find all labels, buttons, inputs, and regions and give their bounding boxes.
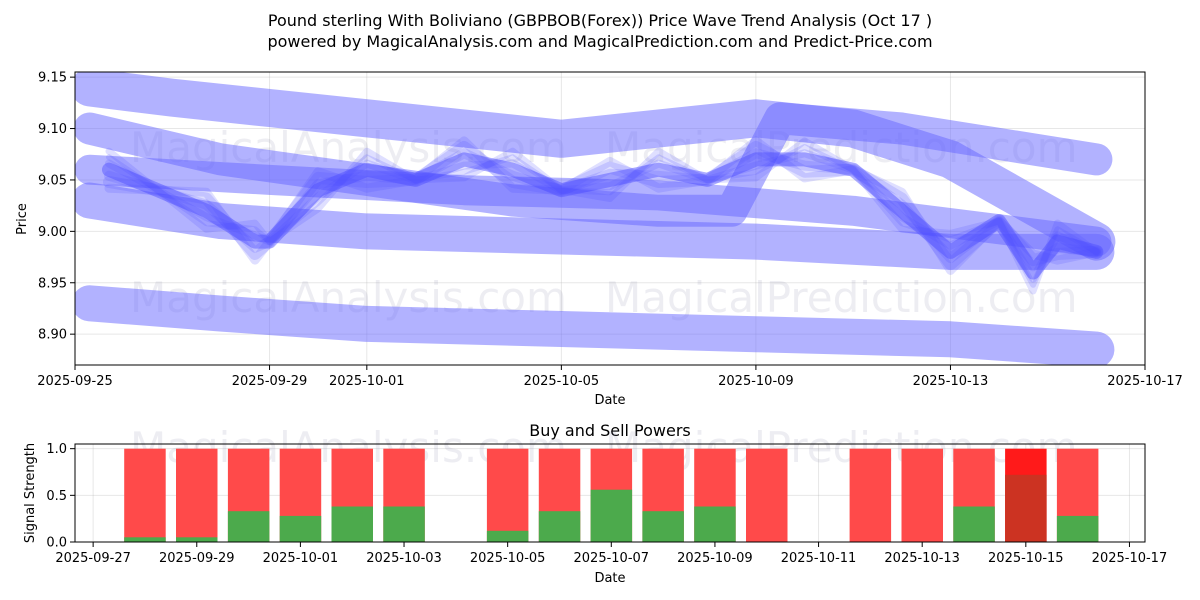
price-y-tick-label: 8.95 — [38, 276, 67, 291]
sell-power-bar — [176, 448, 218, 542]
sell-power-bar — [486, 448, 529, 542]
price-y-tick-label: 9.05 — [38, 173, 67, 188]
buy-power-bar — [383, 506, 425, 542]
buy-power-bar — [590, 489, 633, 542]
price-wave-line — [105, 149, 1101, 283]
chart-subtitle: powered by MagicalAnalysis.com and Magic… — [267, 32, 932, 51]
price-x-ticks: 2025-09-25 2025-09-29 2025-10-01 2025-10-05… — [37, 365, 1183, 389]
watermark-prediction-mid: MagicalPrediction.com — [605, 273, 1078, 322]
buy-power-bar — [694, 506, 736, 542]
signal-x-tick-label: 2025-10-01 — [263, 551, 339, 566]
signal-x-tick-label: 2025-10-15 — [988, 551, 1064, 566]
signal-x-tick-label: 2025-10-03 — [366, 551, 442, 566]
price-x-tick-label: 2025-10-09 — [718, 374, 794, 389]
price-x-axis-label: Date — [594, 393, 625, 408]
price-plot: MagicalAnalysis.com MagicalPrediction.co… — [15, 71, 1183, 408]
signal-y-axis-label: Signal Strength — [23, 443, 38, 543]
buy-power-bar — [953, 506, 995, 542]
signal-x-tick-label: 2025-10-09 — [677, 551, 753, 566]
price-y-tick-label: 9.15 — [38, 71, 67, 86]
price-wave-line — [103, 141, 1103, 271]
trend-bands — [75, 72, 1116, 365]
price-plot-frame — [74, 71, 1146, 366]
price-x-tick-label: 2025-10-01 — [329, 374, 405, 389]
buy-power-bar — [486, 530, 529, 542]
signal-x-tick-label: 2025-10-05 — [470, 551, 546, 566]
signal-plot: Buy and Sell Powers MagicalAnalysis.com … — [23, 421, 1167, 586]
buy-power-bar — [124, 537, 166, 542]
signal-y-tick-label: 0.5 — [46, 489, 67, 504]
price-wave-line — [104, 136, 1101, 275]
price-lines — [102, 136, 1104, 295]
signal-title: Buy and Sell Powers — [529, 421, 691, 440]
price-y-tick-label: 9.10 — [38, 122, 67, 137]
buy-power-bar — [1005, 474, 1047, 542]
price-x-tick-label: 2025-10-05 — [524, 374, 600, 389]
trend-band — [75, 154, 1112, 257]
price-x-tick-label: 2025-09-25 — [37, 374, 113, 389]
signal-x-axis-label: Date — [594, 571, 625, 586]
signal-x-tick-label: 2025-10-11 — [781, 551, 857, 566]
buy-power-bar — [538, 511, 581, 542]
sell-power-bar — [849, 448, 892, 542]
price-series-line — [102, 152, 1104, 280]
price-wave-line — [106, 144, 1100, 288]
signal-y-tick-label: 1.0 — [46, 442, 67, 457]
sell-power-bar — [746, 448, 788, 542]
buy-power-bar — [331, 506, 373, 542]
price-x-tick-label: 2025-10-13 — [913, 374, 989, 389]
signal-x-tick-label: 2025-09-27 — [55, 551, 131, 566]
chart-title: Pound sterling With Boliviano (GBPBOB(Fo… — [268, 11, 932, 30]
price-x-tick-label: 2025-10-17 — [1107, 374, 1183, 389]
signal-y-tick-label: 0.0 — [46, 536, 67, 551]
buy-power-bar — [1056, 515, 1099, 542]
price-wave-line — [105, 137, 1100, 295]
buy-power-bar — [279, 515, 322, 542]
signal-x-tick-label: 2025-10-07 — [574, 551, 650, 566]
signal-y-ticks: 0.0 0.5 1.0 — [46, 442, 75, 551]
buy-power-bar — [642, 511, 684, 542]
price-y-tick-label: 8.90 — [38, 328, 67, 343]
price-y-tick-label: 9.00 — [38, 225, 67, 240]
price-y-axis-label: Price — [15, 203, 30, 235]
signal-x-tick-label: 2025-10-17 — [1092, 551, 1168, 566]
price-y-ticks: 8.90 8.95 9.00 9.05 9.10 9.15 — [38, 71, 75, 343]
price-x-tick-label: 2025-09-29 — [232, 374, 308, 389]
price-wave-line — [104, 148, 1102, 272]
signal-x-tick-label: 2025-09-29 — [159, 551, 235, 566]
signal-x-tick-label: 2025-10-13 — [884, 551, 960, 566]
signal-plot-frame — [74, 443, 1146, 543]
sell-power-bar — [124, 448, 166, 542]
buy-power-bar — [227, 511, 270, 542]
trend-band — [75, 285, 1115, 365]
sell-power-bar — [901, 448, 943, 542]
trend-band — [75, 182, 1115, 270]
signal-x-ticks: 2025-09-27 2025-09-29 2025-10-01 2025-10-03… — [55, 542, 1167, 566]
buy-power-bar — [176, 537, 218, 542]
signal-bars — [124, 448, 1099, 542]
